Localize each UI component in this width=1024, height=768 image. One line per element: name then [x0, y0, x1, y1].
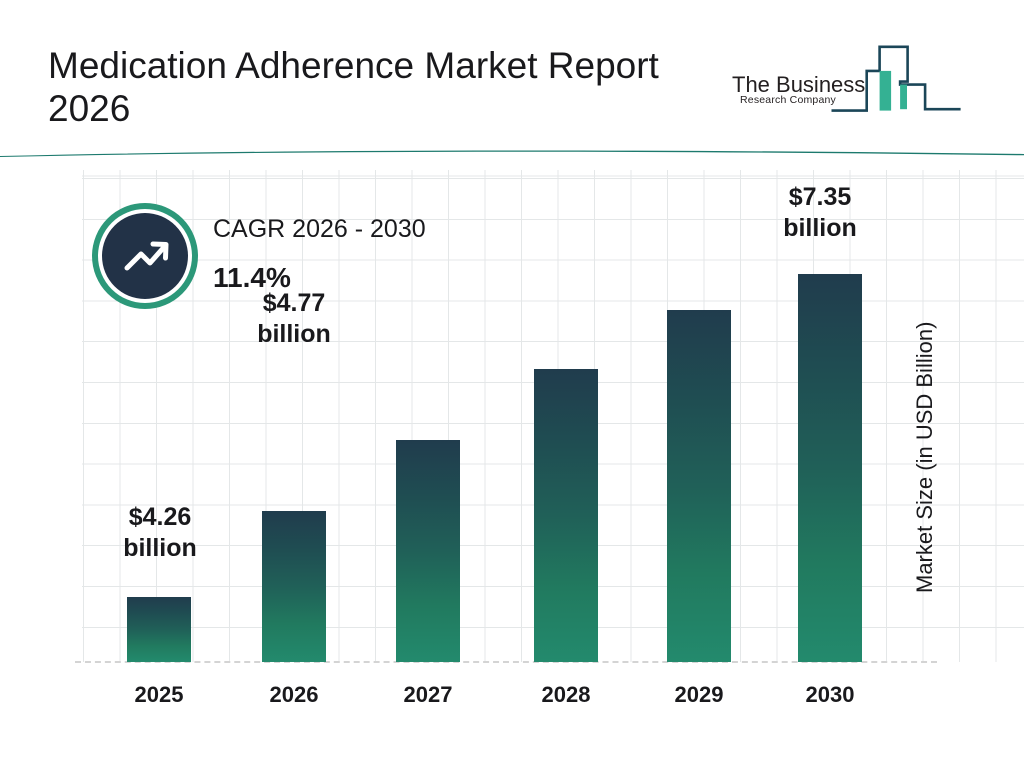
- svg-text:Research Company: Research Company: [740, 94, 837, 106]
